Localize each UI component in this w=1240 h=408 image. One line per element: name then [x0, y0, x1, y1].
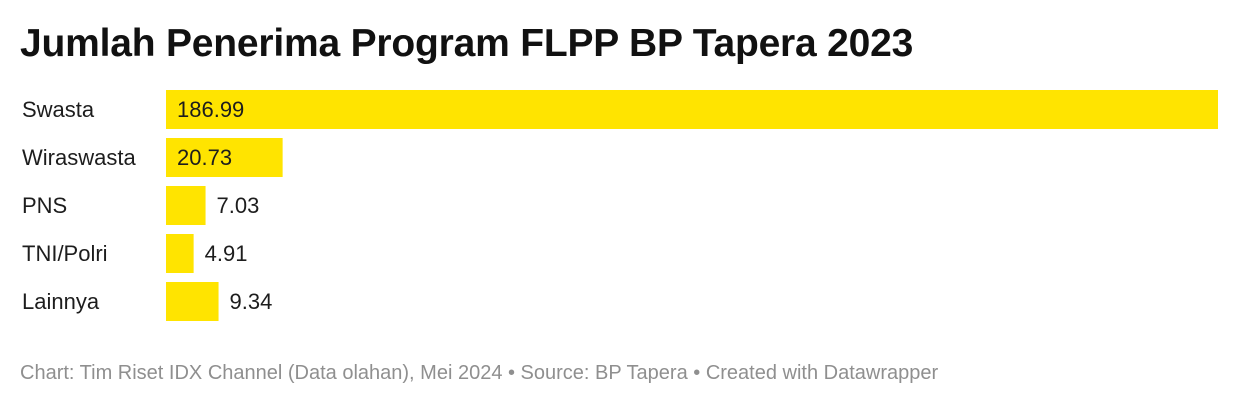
value-label: 20.73 — [177, 145, 232, 170]
bar-chart: Swasta 186.99 Wiraswasta 20.73 PNS 7.03 TNI/Po… — [22, 90, 1218, 321]
bar — [166, 234, 194, 273]
category-label: Lainnya — [22, 289, 100, 314]
category-label: Wiraswasta — [22, 145, 136, 170]
bar — [166, 186, 206, 225]
category-label: TNI/Polri — [22, 241, 108, 266]
value-label: 9.34 — [230, 289, 273, 314]
value-label: 7.03 — [217, 193, 260, 218]
chart-footer: Chart: Tim Riset IDX Channel (Data olaha… — [20, 362, 939, 384]
value-label: 186.99 — [177, 97, 244, 122]
value-label: 4.91 — [205, 241, 248, 266]
category-label: Swasta — [22, 97, 95, 122]
chart-title: Jumlah Penerima Program FLPP BP Tapera 2… — [20, 22, 914, 65]
category-label: PNS — [22, 193, 67, 218]
bar — [166, 138, 283, 177]
bar — [166, 90, 1218, 129]
bar — [166, 282, 219, 321]
